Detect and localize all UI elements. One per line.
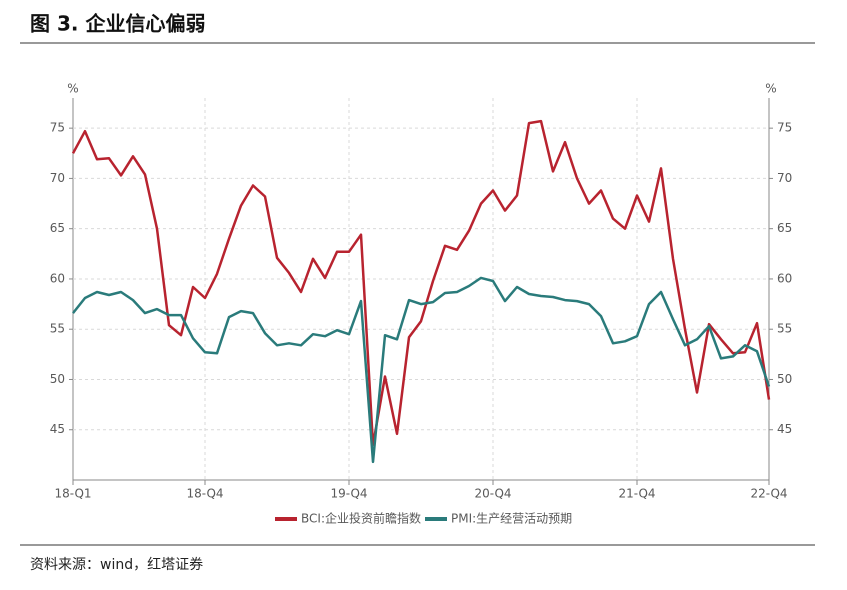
- y2-tick-label: 45: [777, 422, 792, 436]
- y2-tick-label: 65: [777, 221, 792, 235]
- y2-tick-label: 70: [777, 171, 792, 185]
- y-tick-label: 55: [50, 322, 65, 336]
- x-tick-label: 19-Q4: [330, 487, 367, 501]
- y2-axis-unit: %: [765, 82, 776, 96]
- x-tick-label: 18-Q4: [186, 487, 223, 501]
- y2-tick-label: 75: [777, 121, 792, 135]
- x-tick-label: 21-Q4: [618, 487, 655, 501]
- y2-tick-label: 55: [777, 322, 792, 336]
- y2-tick-label: 60: [777, 271, 792, 285]
- line-series: [71, 119, 771, 447]
- legend-label: PMI:生产经营活动预期: [451, 512, 572, 526]
- y-tick-label: 60: [50, 271, 65, 285]
- y2-tick-label: 50: [777, 372, 792, 386]
- y-tick-label: 65: [50, 221, 65, 235]
- x-tick-label: 18-Q1: [54, 487, 91, 501]
- x-tick-label: 20-Q4: [474, 487, 511, 501]
- y-tick-label: 50: [50, 372, 65, 386]
- source: 资料来源：wind，红塔证券: [30, 557, 203, 573]
- x-tick-label: 22-Q4: [750, 487, 787, 501]
- y-axis-unit: %: [67, 82, 78, 96]
- y-tick-label: 70: [50, 171, 65, 185]
- y-tick-label: 75: [50, 121, 65, 135]
- chart-title: 图 3. 企业信心偏弱: [30, 12, 205, 36]
- line-series: [72, 276, 771, 464]
- y-tick-label: 45: [50, 422, 65, 436]
- legend-label: BCI:企业投资前瞻指数: [301, 511, 421, 526]
